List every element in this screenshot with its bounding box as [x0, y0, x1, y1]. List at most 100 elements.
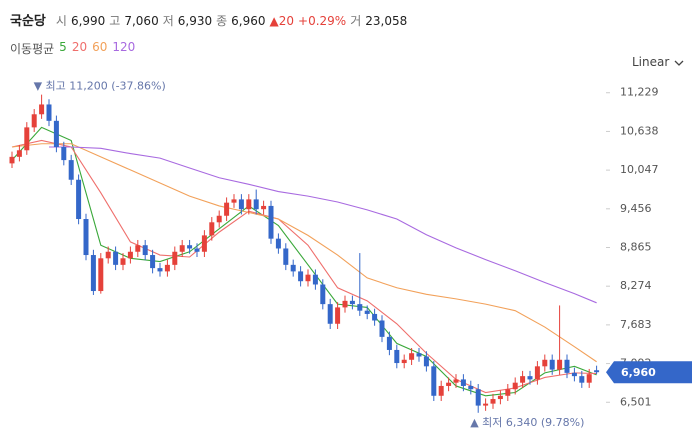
label: 고 — [109, 14, 121, 28]
candle-body — [105, 251, 111, 259]
candle-body — [512, 382, 518, 390]
candle-body — [268, 205, 274, 239]
candle-body — [9, 156, 15, 164]
candle-body — [113, 251, 119, 265]
candle-body — [423, 356, 429, 367]
candle-body — [564, 359, 570, 373]
value: 7,060 — [124, 14, 159, 28]
candle-body — [253, 199, 259, 210]
candle-body — [446, 382, 452, 386]
candle-body — [401, 359, 407, 364]
candle-body — [386, 336, 392, 350]
candle-body — [520, 376, 526, 383]
change: ▲20 — [269, 14, 295, 28]
chevron — [674, 60, 684, 66]
ma-line — [11, 143, 597, 363]
candle-body — [534, 366, 540, 380]
ma-legend: 이동평균 5 20 60 120 — [10, 40, 135, 57]
scale-dropdown[interactable]: Linear — [632, 55, 685, 69]
price-tag — [606, 361, 692, 384]
candle-body — [90, 255, 96, 292]
candle-body — [557, 359, 563, 370]
candle-body — [142, 245, 148, 256]
label: 거 — [350, 14, 362, 28]
candle-body — [150, 255, 156, 269]
candle-body — [275, 238, 281, 249]
y-tick-label: 6,501 — [620, 395, 652, 408]
y-tick-label: 9,456 — [620, 202, 652, 215]
candle-body — [571, 372, 577, 377]
candle-body — [46, 104, 52, 121]
candle-body — [349, 300, 355, 305]
legend-entry[interactable]: 20 — [71, 40, 88, 54]
value: 6,960 — [231, 14, 266, 28]
candle-body — [475, 389, 481, 406]
candle-body — [505, 389, 511, 396]
candle-body — [586, 374, 592, 383]
candle-body — [120, 258, 126, 265]
candle-body — [246, 199, 252, 210]
y-tick-label: 10,047 — [620, 163, 659, 176]
candle-body — [201, 235, 207, 252]
candle-body — [468, 385, 474, 390]
candle-body — [216, 215, 222, 223]
change-pct: +0.29% — [298, 14, 347, 28]
candle-body — [68, 160, 74, 180]
ma-line — [49, 146, 597, 304]
y-tick-label: 11,229 — [620, 86, 659, 99]
candle-body — [179, 245, 185, 252]
candle-body — [549, 359, 555, 370]
legend-entry[interactable]: 60 — [92, 40, 108, 54]
candle-body — [127, 251, 133, 259]
candle-body — [335, 307, 341, 324]
candle-body — [379, 320, 385, 337]
candle-body — [483, 403, 489, 406]
candle-body — [194, 248, 200, 252]
extreme-label: ▲ 최저 6,340 (9.78%) — [470, 416, 584, 429]
candle-body — [164, 264, 170, 272]
label: 종 — [216, 14, 228, 28]
candle-body — [98, 258, 104, 292]
candle-body — [209, 222, 215, 236]
label: 저 — [162, 14, 174, 28]
price-tag-label: 6,960 — [621, 366, 656, 379]
candle-body — [53, 120, 59, 148]
candle-body — [187, 245, 193, 249]
extreme-label: ▼ 최고 11,200 (-37.86%) — [34, 80, 166, 93]
candle-body — [31, 114, 37, 128]
candle-body — [16, 150, 22, 157]
y-tick-label: 8,865 — [620, 241, 652, 254]
candle-body — [172, 251, 178, 265]
candle-body — [83, 219, 89, 256]
legend-entry[interactable]: 5 — [59, 40, 67, 54]
candle-body — [224, 202, 230, 216]
candle-body — [283, 248, 289, 265]
candle-body — [327, 304, 333, 324]
candle-body — [157, 268, 163, 272]
candle-body — [135, 245, 141, 252]
candle-body — [372, 313, 378, 321]
candle-body — [298, 271, 304, 282]
value: 6,990 — [70, 14, 106, 28]
candle-body — [416, 353, 422, 357]
candle-body — [364, 310, 370, 314]
candle-body — [261, 205, 267, 210]
legend-title: 이동평균 — [10, 42, 55, 56]
candle-body — [61, 147, 67, 161]
candle-body — [594, 370, 600, 373]
candle-body — [312, 274, 318, 285]
legend-entry[interactable]: 120 — [112, 40, 136, 54]
candle-body — [290, 264, 296, 272]
candle-body — [527, 376, 533, 380]
quote-header: 국순당 시 6,990 고 7,060 저 6,930 종 6,960 ▲20 +0.29… — [10, 10, 407, 29]
candle-body — [409, 353, 415, 360]
candle-body — [24, 127, 30, 151]
candle-body — [357, 304, 363, 311]
y-tick-label: 10,638 — [620, 124, 659, 137]
stock-name: 국순당 — [10, 14, 46, 29]
scale-label: Linear — [632, 55, 670, 69]
candle-body — [238, 199, 244, 210]
candle-body — [320, 284, 326, 305]
